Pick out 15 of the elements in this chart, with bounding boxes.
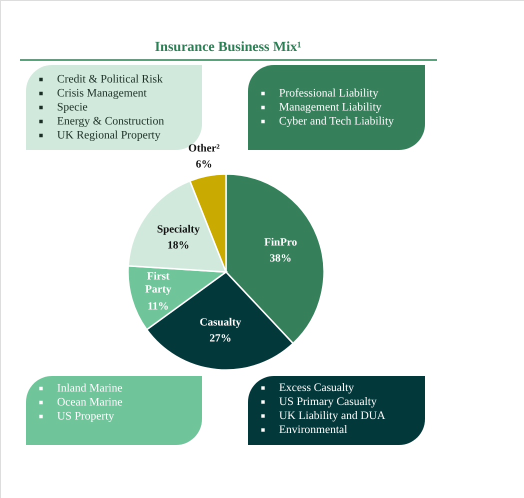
data-label: 18% (167, 239, 190, 252)
text: Inland Marine Ocean Marine US Property (57, 382, 122, 422)
data-label: 27% (209, 332, 232, 345)
slice-label: First Party (145, 270, 172, 296)
data-label: 38% (270, 252, 292, 264)
text: Professional Liability Management Liability Cyber and Tech Liability (279, 88, 394, 128)
text: Excess Casualty US Primary Casualty UK Liability and DUA Environmental (279, 382, 386, 436)
data-label: 11% (148, 300, 169, 313)
slice-label: Other² (188, 142, 220, 154)
data-label: 6% (196, 158, 212, 170)
text: Credit & Political Risk Crisis Management Specie Energy & Construction UK Regional Property (57, 74, 164, 142)
slice-label: Specialty (157, 223, 200, 236)
slice-label: Casualty (200, 316, 242, 329)
chart-title: Insurance Business Mix¹ (154, 40, 302, 55)
slice-label: FinPro (264, 236, 298, 248)
